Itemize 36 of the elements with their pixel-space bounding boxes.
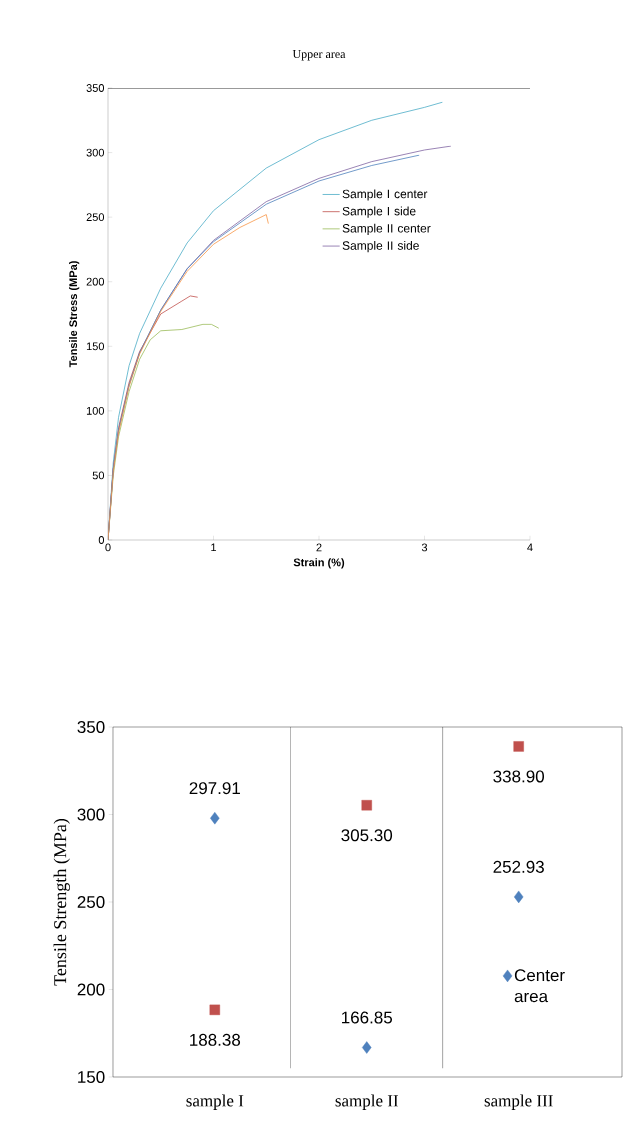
legend-label: Sample I side (342, 206, 416, 218)
y-axis-title: Tensile Stress (MPa) (69, 261, 80, 368)
x-tick-label: 2 (316, 543, 322, 552)
x-axis-title: Strain (%) (293, 558, 345, 569)
y-tick-label: 0 (98, 536, 105, 544)
x-tick-label: 0 (105, 543, 111, 552)
data-label: 305.30 (341, 829, 393, 842)
y-tick-label: 200 (77, 983, 105, 996)
legend-label: Center area (514, 969, 565, 1003)
y-tick-label: 250 (86, 213, 105, 222)
x-tick-label: 1 (211, 543, 217, 552)
x-tick-label: sample III (484, 1094, 553, 1110)
y-tick-label: 200 (86, 277, 105, 286)
x-tick-label: 4 (527, 543, 533, 552)
y-tick-label: 250 (77, 895, 105, 909)
y-axis-title: Tensile Strength (MPa) (53, 818, 70, 986)
y-tick-label: 100 (86, 406, 105, 415)
x-tick-label: 3 (421, 543, 428, 552)
y-tick-label: 150 (86, 342, 105, 351)
legend-label: Sample I center (342, 189, 428, 201)
data-label: 166.85 (342, 1011, 393, 1024)
data-label: 297.91 (189, 782, 240, 795)
data-label: 188.38 (190, 1033, 241, 1046)
y-tick-label: 350 (77, 720, 105, 734)
x-tick-label: sample II (335, 1094, 399, 1110)
y-tick-label: 300 (86, 148, 105, 157)
legend-label: Sample II side (342, 240, 419, 253)
chart-title: Upper area (292, 50, 346, 61)
data-label: 252.93 (493, 860, 544, 873)
x-tick-label: sample I (186, 1094, 244, 1110)
legend-label: Sample II center (342, 223, 431, 235)
y-tick-label: 50 (92, 471, 105, 480)
y-tick-label: 150 (78, 1070, 105, 1084)
data-label: 338.90 (493, 770, 545, 783)
y-tick-label: 350 (86, 84, 105, 92)
y-tick-label: 300 (77, 808, 105, 821)
